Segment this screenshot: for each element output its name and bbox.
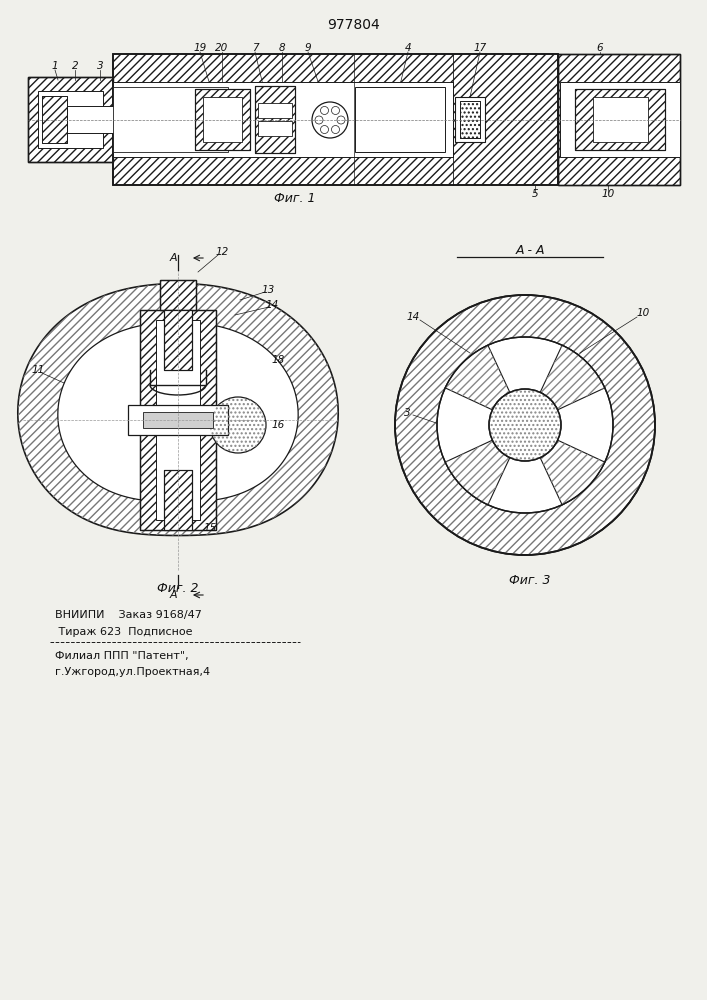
Text: A: A — [169, 253, 177, 263]
Bar — [140, 310, 216, 530]
Bar — [67, 106, 197, 133]
Text: 4: 4 — [404, 43, 411, 53]
Text: 15: 15 — [204, 523, 216, 533]
Text: 14: 14 — [265, 300, 279, 310]
Bar — [164, 310, 192, 370]
Bar — [164, 470, 192, 530]
Bar — [195, 89, 250, 150]
Text: Фиг. 1: Фиг. 1 — [274, 192, 316, 205]
Bar — [160, 280, 196, 310]
Bar — [258, 121, 292, 136]
Text: 3: 3 — [404, 408, 410, 418]
Bar — [156, 320, 200, 520]
Text: Тираж 623  Подписное: Тираж 623 Подписное — [55, 627, 192, 637]
Bar — [558, 54, 680, 185]
Text: A: A — [169, 590, 177, 600]
Text: 13: 13 — [262, 285, 274, 295]
Bar — [258, 103, 292, 118]
Text: 977804: 977804 — [327, 18, 380, 32]
Text: 5: 5 — [532, 189, 538, 199]
Polygon shape — [18, 284, 338, 535]
Bar — [558, 54, 680, 185]
Text: 19: 19 — [194, 43, 206, 53]
Bar — [203, 97, 242, 142]
Bar — [164, 470, 192, 530]
Bar — [460, 101, 480, 138]
Bar — [128, 405, 228, 435]
Bar — [255, 86, 295, 153]
Circle shape — [312, 102, 348, 138]
Text: 9: 9 — [305, 43, 311, 53]
Text: 11: 11 — [31, 365, 45, 375]
Bar — [143, 412, 213, 428]
Bar — [113, 54, 558, 185]
Text: 2: 2 — [71, 61, 78, 71]
Text: 6: 6 — [597, 43, 603, 53]
Text: 10: 10 — [602, 189, 614, 199]
Bar — [355, 87, 445, 152]
Bar — [113, 87, 228, 152]
Bar — [593, 97, 648, 142]
Text: 1: 1 — [52, 61, 58, 71]
Polygon shape — [445, 345, 510, 410]
Bar — [113, 54, 558, 185]
Text: 20: 20 — [216, 43, 228, 53]
Bar — [195, 89, 250, 150]
Text: 10: 10 — [636, 308, 650, 318]
Text: A - A: A - A — [515, 243, 545, 256]
Text: ВНИИПИ    Заказ 9168/47: ВНИИПИ Заказ 9168/47 — [55, 610, 202, 620]
Bar — [460, 101, 480, 138]
Bar — [113, 82, 453, 157]
Text: 8: 8 — [279, 43, 286, 53]
Circle shape — [210, 397, 266, 453]
Bar — [575, 89, 665, 150]
Bar — [164, 310, 192, 370]
Bar — [140, 310, 216, 530]
Polygon shape — [540, 440, 604, 505]
Text: Фиг. 3: Фиг. 3 — [509, 574, 551, 586]
Polygon shape — [540, 345, 604, 410]
Bar — [455, 97, 485, 142]
Text: 7: 7 — [252, 43, 258, 53]
Text: г.Ужгород,ул.Проектная,4: г.Ужгород,ул.Проектная,4 — [55, 667, 210, 677]
Text: 3: 3 — [97, 61, 103, 71]
Circle shape — [395, 295, 655, 555]
Text: 18: 18 — [271, 355, 285, 365]
Bar — [42, 96, 67, 143]
Bar — [160, 280, 196, 310]
Circle shape — [437, 337, 613, 513]
Bar — [38, 91, 103, 148]
Text: 14: 14 — [407, 312, 420, 322]
Bar — [42, 96, 67, 143]
Text: 17: 17 — [474, 43, 486, 53]
Bar — [28, 77, 113, 162]
Polygon shape — [58, 322, 298, 502]
Text: 12: 12 — [216, 247, 228, 257]
Bar — [255, 86, 295, 153]
Polygon shape — [445, 440, 510, 505]
Text: 16: 16 — [271, 420, 285, 430]
Circle shape — [489, 389, 561, 461]
Text: Филиал ППП "Патент",: Филиал ППП "Патент", — [55, 651, 189, 661]
Bar — [28, 77, 113, 162]
Bar — [560, 82, 680, 157]
Bar — [575, 89, 665, 150]
Text: Фиг. 2: Фиг. 2 — [157, 582, 199, 594]
